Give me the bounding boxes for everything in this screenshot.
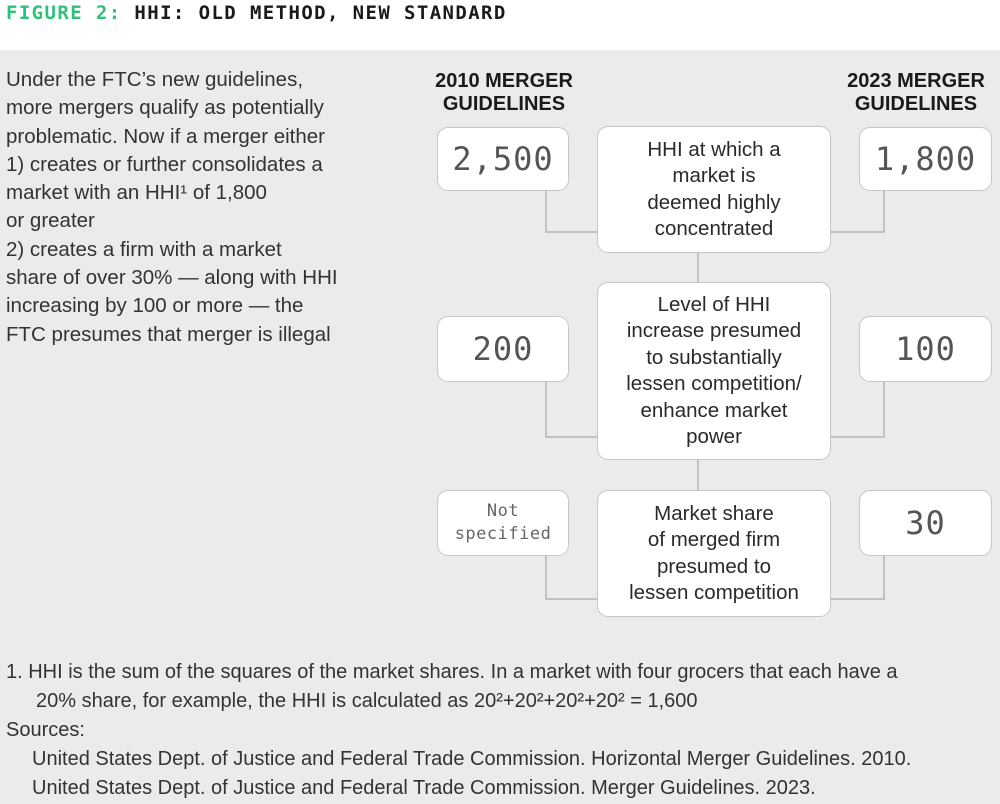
criterion-box-2: Level of HHI increase presumed to substa… <box>597 282 831 460</box>
column-header-line: 2010 MERGER <box>435 70 573 92</box>
new-value-box-2: 100 <box>859 316 992 382</box>
figure-title-text: HHI: OLD METHOD, NEW STANDARD <box>134 2 507 24</box>
column-header-line: GUIDELINES <box>442 93 566 115</box>
old-value-box-3: Not specified <box>437 490 569 556</box>
criterion-line: to substantially <box>646 345 782 369</box>
criterion-line: Market share <box>654 501 774 525</box>
criterion-line: power <box>686 425 742 448</box>
old-value-box-2: 200 <box>437 316 569 382</box>
figure-title: FIGURE 2: HHI: OLD METHOD, NEW STANDARD <box>6 2 507 24</box>
source-item: United States Dept. of Justice and Feder… <box>32 748 912 770</box>
column-header-2010: 2010 MERGER GUIDELINES <box>414 70 594 116</box>
new-value: 100 <box>895 330 956 368</box>
criterion-line: enhance market <box>640 398 788 422</box>
source-item: United States Dept. of Justice and Feder… <box>32 777 816 799</box>
footnote-line: 1. HHI is the sum of the squares of the … <box>6 661 898 683</box>
intro-line: or greater <box>6 209 95 233</box>
left-connector-2 <box>545 380 598 438</box>
intro-line: FTC presumes that merger is illegal <box>6 322 331 346</box>
criterion-line: of merged firm <box>647 528 781 551</box>
old-value: 2,500 <box>452 140 554 178</box>
intro-line: market with an HHI¹ of 1,800 <box>6 181 267 205</box>
title-bar: FIGURE 2: HHI: OLD METHOD, NEW STANDARD <box>0 0 1000 50</box>
left-connector-1 <box>545 190 598 233</box>
criterion-line: presumed to <box>657 554 771 578</box>
criterion-line: lessen competition/ <box>626 372 802 395</box>
criterion-line: increase presumed <box>626 319 802 342</box>
right-connector-1 <box>830 190 885 233</box>
intro-line: increasing by 100 or more — the <box>6 294 304 318</box>
intro-line: Under the FTC’s new guidelines, <box>6 68 304 91</box>
new-value-box-3: 30 <box>859 490 992 556</box>
new-value: 1,800 <box>874 140 977 178</box>
intro-line: problematic. Now if a merger either <box>6 124 326 148</box>
right-connector-2 <box>830 380 885 438</box>
column-header-line: GUIDELINES <box>854 93 978 115</box>
criterion-box-1: HHI at which a market is deemed highly c… <box>597 126 831 253</box>
intro-line: 2) creates a firm with a market <box>6 237 282 261</box>
intro-line: 1) creates or further consolidates a <box>6 152 323 176</box>
new-value: 30 <box>905 504 946 542</box>
criterion-box-3: Market share of merged firm presumed to … <box>597 490 831 617</box>
old-value-line: specified <box>454 524 552 544</box>
footnote-line: 20% share, for example, the HHI is calcu… <box>36 690 698 712</box>
right-connector-3 <box>830 554 885 600</box>
old-value: 200 <box>472 330 534 368</box>
left-connector-3 <box>545 554 598 600</box>
new-value-box-1: 1,800 <box>859 127 992 191</box>
criterion-line: concentrated <box>654 217 774 240</box>
footnote: 1. HHI is the sum of the squares of the … <box>6 658 996 803</box>
sources-label: Sources: <box>6 719 85 741</box>
intro-line: share of over 30% — along with HHI <box>6 266 338 290</box>
column-header-line: 2023 MERGER <box>847 70 985 92</box>
figure-label: FIGURE 2: <box>6 2 122 24</box>
intro-line: more mergers qualify as potentially <box>6 96 324 120</box>
criterion-line: market is <box>672 164 756 187</box>
criterion-line: HHI at which a <box>647 137 781 161</box>
old-value-box-1: 2,500 <box>437 127 569 191</box>
column-header-2023: 2023 MERGER GUIDELINES <box>826 70 1000 116</box>
intro-text: Under the FTC’s new guidelines, more mer… <box>6 66 386 349</box>
criterion-line: Level of HHI <box>657 292 771 316</box>
old-value-line: Not <box>486 501 520 521</box>
criterion-line: lessen competition <box>629 581 799 604</box>
criterion-line: deemed highly <box>647 190 781 214</box>
